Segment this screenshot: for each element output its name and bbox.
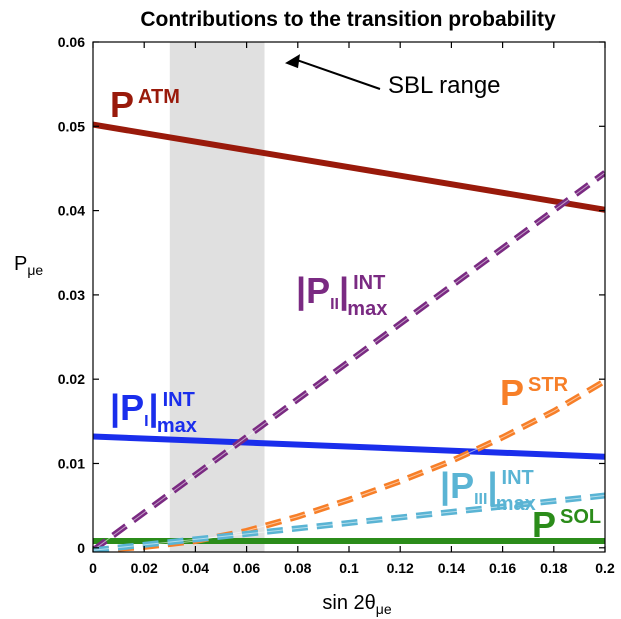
- y-tick-label: 0.02: [58, 371, 85, 387]
- annotation-arrow-head: [285, 54, 300, 69]
- x-tick-label: 0: [89, 560, 97, 576]
- x-tick-label: 0.08: [284, 560, 311, 576]
- annotation-label: SBL range: [388, 72, 501, 99]
- series-line-pi: [93, 433, 605, 460]
- y-tick-label: 0.04: [58, 203, 85, 219]
- x-tick-label: 0.1: [339, 560, 359, 576]
- y-tick-label: 0.05: [58, 118, 85, 134]
- y-tick-label: 0.01: [58, 455, 85, 471]
- curve-label-sol: P SOL: [532, 504, 601, 545]
- shaded-region: [169, 42, 265, 552]
- x-tick-label: 0.2: [595, 560, 615, 576]
- annotation-arrow-shaft: [296, 59, 381, 90]
- curve-label-atm: P ATM: [110, 84, 180, 125]
- curve-label-pii: |PII| INT: [296, 270, 385, 313]
- series-group: [93, 121, 605, 552]
- y-tick-label: 0: [77, 540, 85, 556]
- chart-title: Contributions to the transition probabil…: [140, 8, 556, 31]
- curve-label-pii-max: max: [347, 298, 387, 320]
- curve-label-pi: |PI| INT: [110, 387, 195, 430]
- x-tick-label: 0.12: [387, 560, 414, 576]
- x-tick-label: 0.04: [182, 560, 209, 576]
- y-tick-label: 0.03: [58, 287, 85, 303]
- series-line-atm: [93, 121, 605, 213]
- x-tick-label: 0.18: [540, 560, 567, 576]
- curve-label-pi-max: max: [157, 415, 197, 437]
- curve-label-str: P STR: [500, 372, 569, 413]
- series-line-pii-highlight: [93, 172, 605, 551]
- y-axis-label: Pμe: [14, 253, 43, 278]
- curve-label-piii-max: max: [496, 493, 536, 515]
- x-tick-label: 0.06: [233, 560, 260, 576]
- x-tick-label: 0.14: [438, 560, 465, 576]
- x-axis-label: sin 2θμe: [322, 592, 391, 617]
- x-tick-label: 0.02: [131, 560, 158, 576]
- x-tick-label: 0.16: [489, 560, 516, 576]
- curve-label-piii: |PIII| INT: [440, 465, 534, 508]
- y-tick-label: 0.06: [58, 34, 85, 50]
- series-line-piii-highlight: [93, 495, 605, 551]
